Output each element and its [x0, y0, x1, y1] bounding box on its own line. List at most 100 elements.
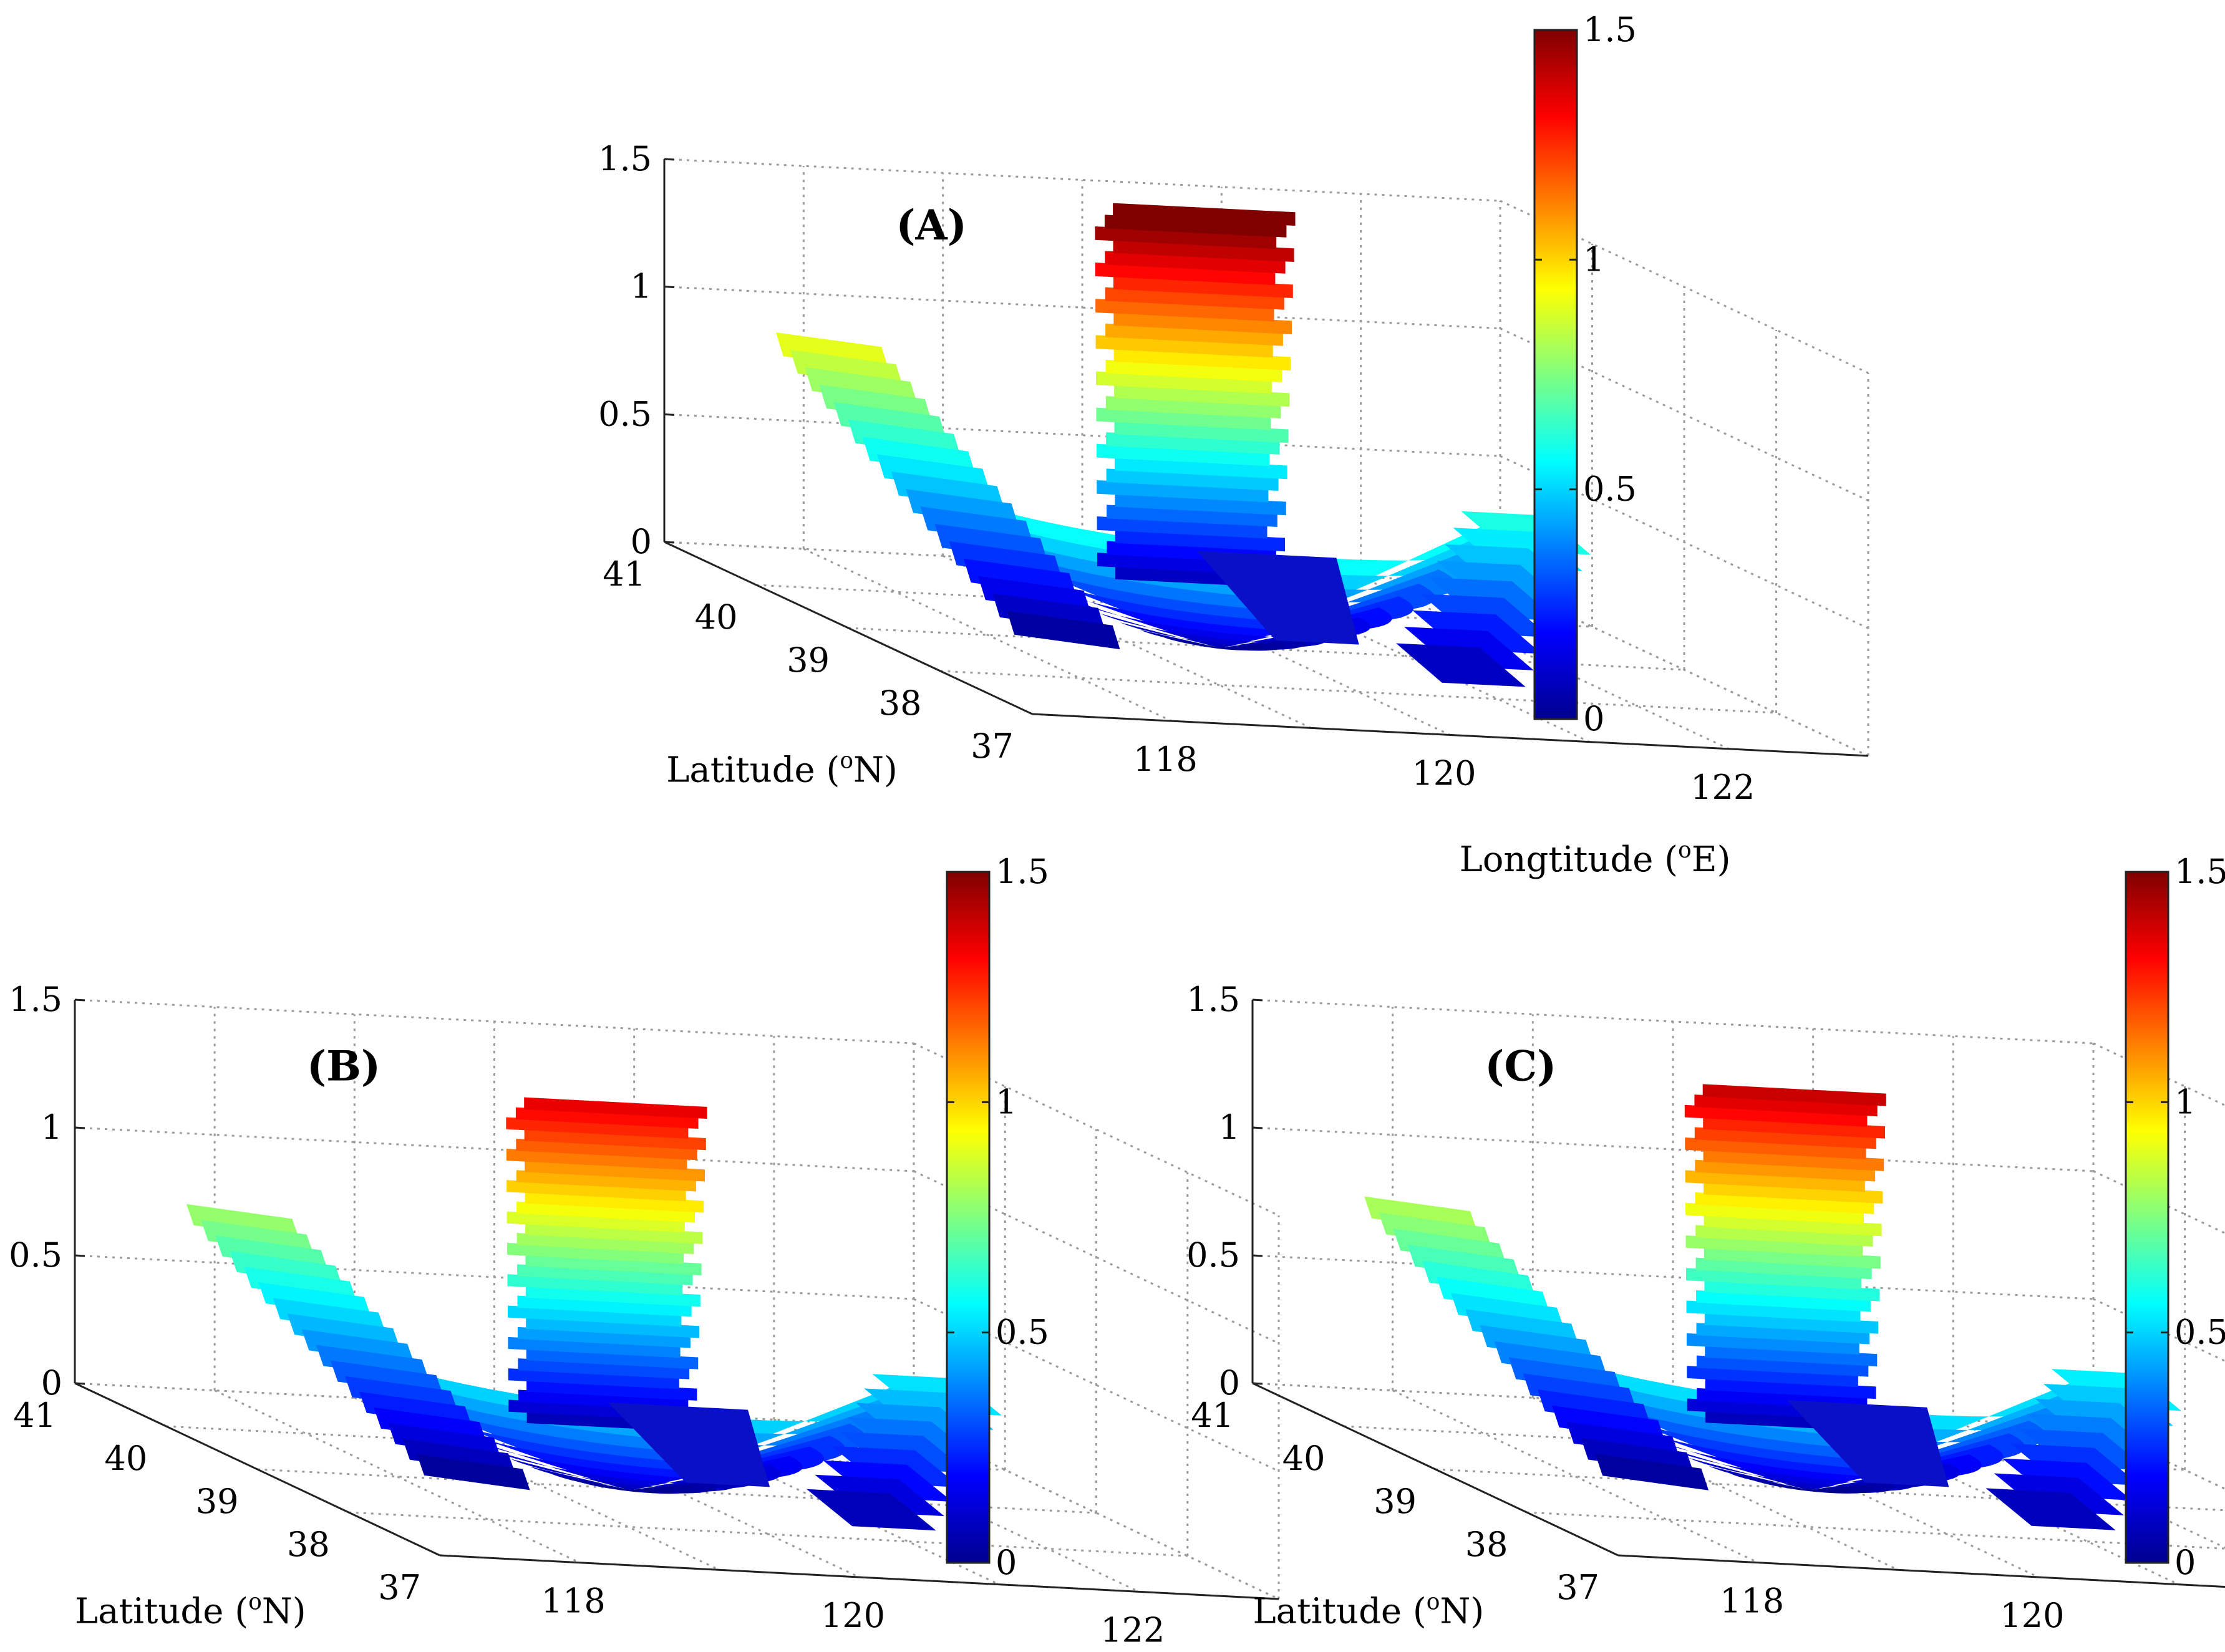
surface-patch: [524, 1128, 706, 1151]
surface-patch: [608, 1402, 770, 1487]
y-tick-label: 40: [105, 1439, 148, 1478]
grid-line: [1526, 1511, 2225, 1550]
grid-line: [803, 548, 1172, 722]
grid-line: [348, 1511, 1188, 1557]
x-tick-label: 118: [541, 1582, 606, 1621]
z-tick-label: 1.5: [9, 980, 62, 1019]
surface-patch: [1704, 1182, 1883, 1204]
grid-line: [664, 158, 1501, 202]
surface-patch: [1704, 1247, 1881, 1269]
surface-patch: [981, 530, 1478, 648]
axes: [1251, 1000, 2225, 1588]
surface-patch: [1113, 275, 1293, 299]
y-tick-label: 39: [787, 640, 830, 680]
surface-patch: [1200, 644, 1241, 649]
surface-patch: [807, 1489, 936, 1531]
surface-patch: [1114, 384, 1290, 407]
surface-patch: [390, 1385, 889, 1490]
z-tick-mark: [74, 1382, 85, 1385]
z-tick-label: 1.5: [1186, 980, 1240, 1019]
grid-line: [664, 286, 1501, 330]
y-axis-label-sup: o: [248, 1589, 262, 1615]
surface-patch: [609, 1485, 652, 1491]
x-tick-label: 118: [1720, 1582, 1784, 1621]
surface-patch: [1113, 203, 1296, 226]
colorbar-tick-label: 1: [996, 1082, 1017, 1121]
surface-patch: [1113, 348, 1291, 371]
surface-patch: [1197, 551, 1359, 645]
z-tick-label: 1.5: [598, 139, 652, 178]
surface-patch: [525, 1191, 704, 1213]
z-tick-label: 1: [41, 1108, 62, 1147]
z-tick-label: 0.5: [9, 1235, 62, 1275]
surface-patch: [1705, 1378, 1876, 1399]
surface-patch: [589, 1482, 674, 1493]
axes: [74, 1000, 1279, 1600]
x-tick-label: 122: [1100, 1610, 1165, 1650]
panel-label: (A): [896, 201, 967, 249]
y-tick-label: 37: [378, 1568, 421, 1607]
colorbar-tick-label: 1.5: [996, 852, 1049, 891]
surface-patch: [526, 1316, 699, 1338]
surface-patch: [1595, 1454, 1709, 1490]
y-axis-line: [74, 1382, 440, 1557]
y-tick-label: 41: [13, 1396, 56, 1435]
y-tick-label: 39: [196, 1482, 239, 1521]
panel-b: 0 0.5 1 1.5 41 40 39 38 37 118 120 122 Latitude (oN)…: [9, 852, 1280, 1650]
colorbar: 0 0.5 1 1.5: [2125, 852, 2225, 1582]
surface-patch: [525, 1285, 700, 1307]
colorbar-tick-label: 1: [1583, 239, 1604, 279]
colorbar-tick-label: 1: [2174, 1082, 2196, 1121]
surface-patch: [1001, 548, 1457, 648]
surface: [775, 203, 1591, 687]
z-tick-mark: [74, 1254, 85, 1257]
y-tick-label: 40: [1282, 1439, 1326, 1478]
grid-line: [1252, 998, 2094, 1045]
y-tick-label: 41: [1191, 1396, 1234, 1435]
y-axis-label: Latitude (oN): [1253, 1589, 1485, 1631]
x-axis-line: [439, 1554, 1279, 1600]
y-tick-label: 37: [1556, 1568, 1599, 1607]
z-tick-label: 1: [631, 267, 652, 306]
y-axis-label: Latitude (oN): [666, 748, 898, 790]
z-tick-mark: [664, 541, 675, 544]
colorbar-tick-label: 1.5: [2174, 852, 2225, 891]
grid-line: [1252, 1254, 2094, 1300]
x-axis-label-pre: Longtitude (: [1460, 839, 1678, 880]
colorbar: 0 0.5 1 1.5: [1533, 10, 1637, 738]
surface-patch: [1703, 1116, 1885, 1139]
surface-patch: [1704, 1312, 1879, 1334]
surface-patch: [1704, 1214, 1882, 1237]
z-tick-mark: [664, 413, 675, 416]
surface-patch: [1115, 493, 1286, 516]
y-axis-label-pre: Latitude (: [666, 750, 840, 790]
y-axis-label-pre: Latitude (: [75, 1591, 248, 1631]
x-tick-label: 122: [1690, 768, 1755, 807]
y-tick-label: 40: [695, 597, 738, 637]
surface-patch: [417, 1454, 530, 1490]
x-tick-label: 120: [1412, 754, 1476, 793]
x-axis-label: Longtitude (oE): [1460, 838, 1731, 880]
grid-line: [74, 998, 914, 1045]
colorbar-tick-label: 0.5: [2174, 1313, 2225, 1352]
colorbar-gradient: [2125, 871, 2169, 1564]
x-tick-label: 120: [821, 1596, 885, 1635]
surface-patch: [1113, 239, 1294, 263]
surface-patch: [526, 1379, 697, 1401]
surface-patch: [1180, 640, 1263, 650]
grid-line: [74, 1126, 914, 1172]
colorbar: 0 0.5 1 1.5: [946, 852, 1049, 1582]
y-axis-line: [664, 541, 1033, 715]
grid-line: [1252, 1126, 2094, 1172]
surface-patch: [1114, 456, 1287, 480]
z-tick-label: 0.5: [1186, 1235, 1240, 1275]
z-tick-label: 0: [1219, 1363, 1240, 1403]
colorbar-tick-label: 0.5: [996, 1313, 1049, 1352]
surface-patch: [1705, 1345, 1878, 1366]
y-axis-label-post: N): [262, 1591, 306, 1631]
panel-label: (C): [1485, 1042, 1556, 1091]
y-axis-line: [1252, 1382, 1619, 1557]
x-axis-line: [1032, 713, 1869, 757]
